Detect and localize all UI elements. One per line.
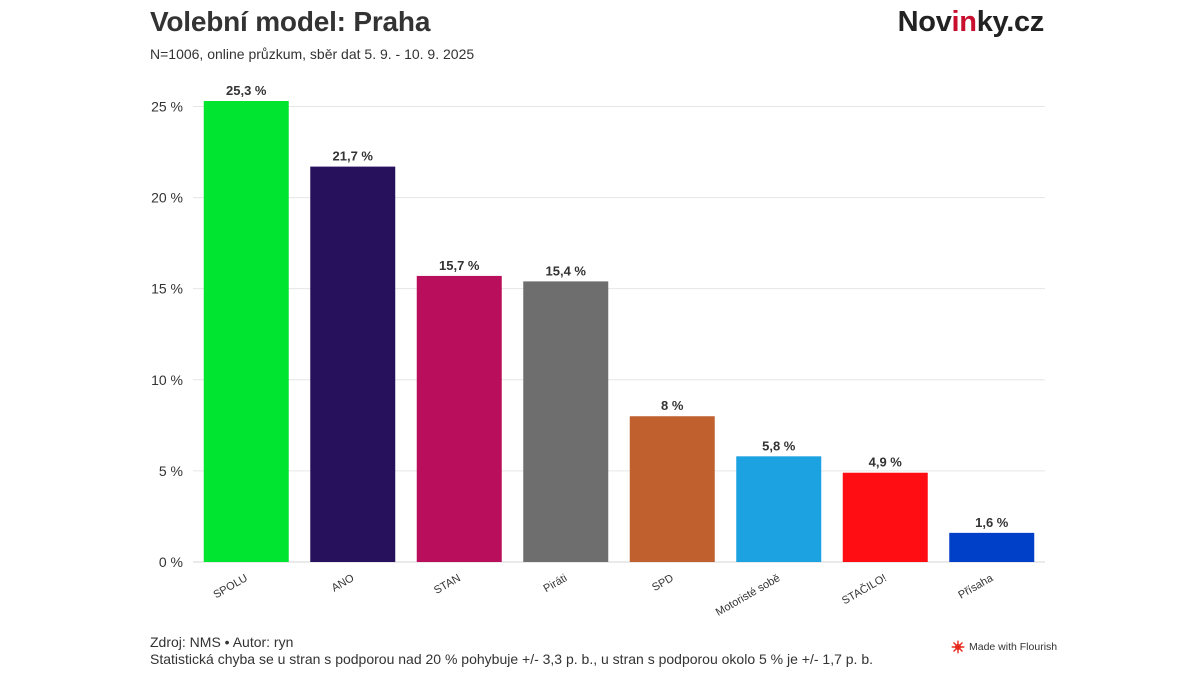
- flourish-badge[interactable]: Made with Flourish: [951, 640, 1057, 654]
- x-tick-label: Piráti: [542, 572, 570, 595]
- x-tick-label: STAČILO!: [840, 571, 889, 607]
- bar: [629, 416, 715, 562]
- bar: [842, 472, 928, 562]
- data-label: 25,3 %: [226, 83, 267, 98]
- bar: [523, 281, 609, 562]
- data-label: 5,8 %: [762, 438, 796, 453]
- brand-logo-part: ky.cz: [976, 6, 1045, 38]
- y-tick-label: 20 %: [151, 190, 183, 206]
- brand-logo[interactable]: Novinky.cz: [897, 6, 1045, 39]
- y-tick-label: 25 %: [151, 98, 183, 114]
- bar: [736, 456, 822, 562]
- footer-source: Zdroj: NMS • Autor: ryn: [150, 634, 294, 650]
- page-title: Volební model: Praha: [150, 6, 431, 37]
- data-label: 15,4 %: [546, 263, 587, 278]
- footer-note: Statistická chyba se u stran s podporou …: [150, 651, 874, 667]
- data-label: 8 %: [661, 398, 684, 413]
- data-label: 15,7 %: [439, 258, 480, 273]
- x-tick-label: ANO: [330, 572, 357, 595]
- bar: [416, 275, 502, 562]
- data-label: 1,6 %: [975, 515, 1009, 530]
- x-tick-label: SPD: [650, 572, 676, 594]
- flourish-badge-label: Made with Flourish: [969, 641, 1058, 653]
- bar: [203, 101, 289, 562]
- y-tick-label: 10 %: [151, 372, 183, 388]
- bar-chart: 0 % 5 % 10 % 15 % 20 % 25 % 25,3 % SPOLU 21,7 % A…: [151, 83, 1045, 619]
- y-tick-label: 0 %: [159, 554, 183, 570]
- page-subtitle: N=1006, online průzkum, sběr dat 5. 9. -…: [150, 46, 475, 62]
- x-tick-label: Motoristé sobě: [714, 572, 782, 618]
- x-tick-label: SPOLU: [211, 572, 249, 601]
- bar: [949, 532, 1035, 562]
- x-tick-label: STAN: [432, 572, 463, 597]
- y-tick-label: 15 %: [151, 281, 183, 297]
- brand-logo-accent: in: [951, 6, 977, 38]
- y-tick-label: 5 %: [159, 463, 183, 479]
- flourish-logo-icon: [951, 640, 965, 654]
- data-label: 21,7 %: [333, 149, 374, 164]
- x-tick-label: Přísaha: [956, 572, 996, 602]
- data-label: 4,9 %: [869, 455, 903, 470]
- bar: [310, 166, 396, 562]
- brand-logo-part: Nov: [897, 6, 952, 38]
